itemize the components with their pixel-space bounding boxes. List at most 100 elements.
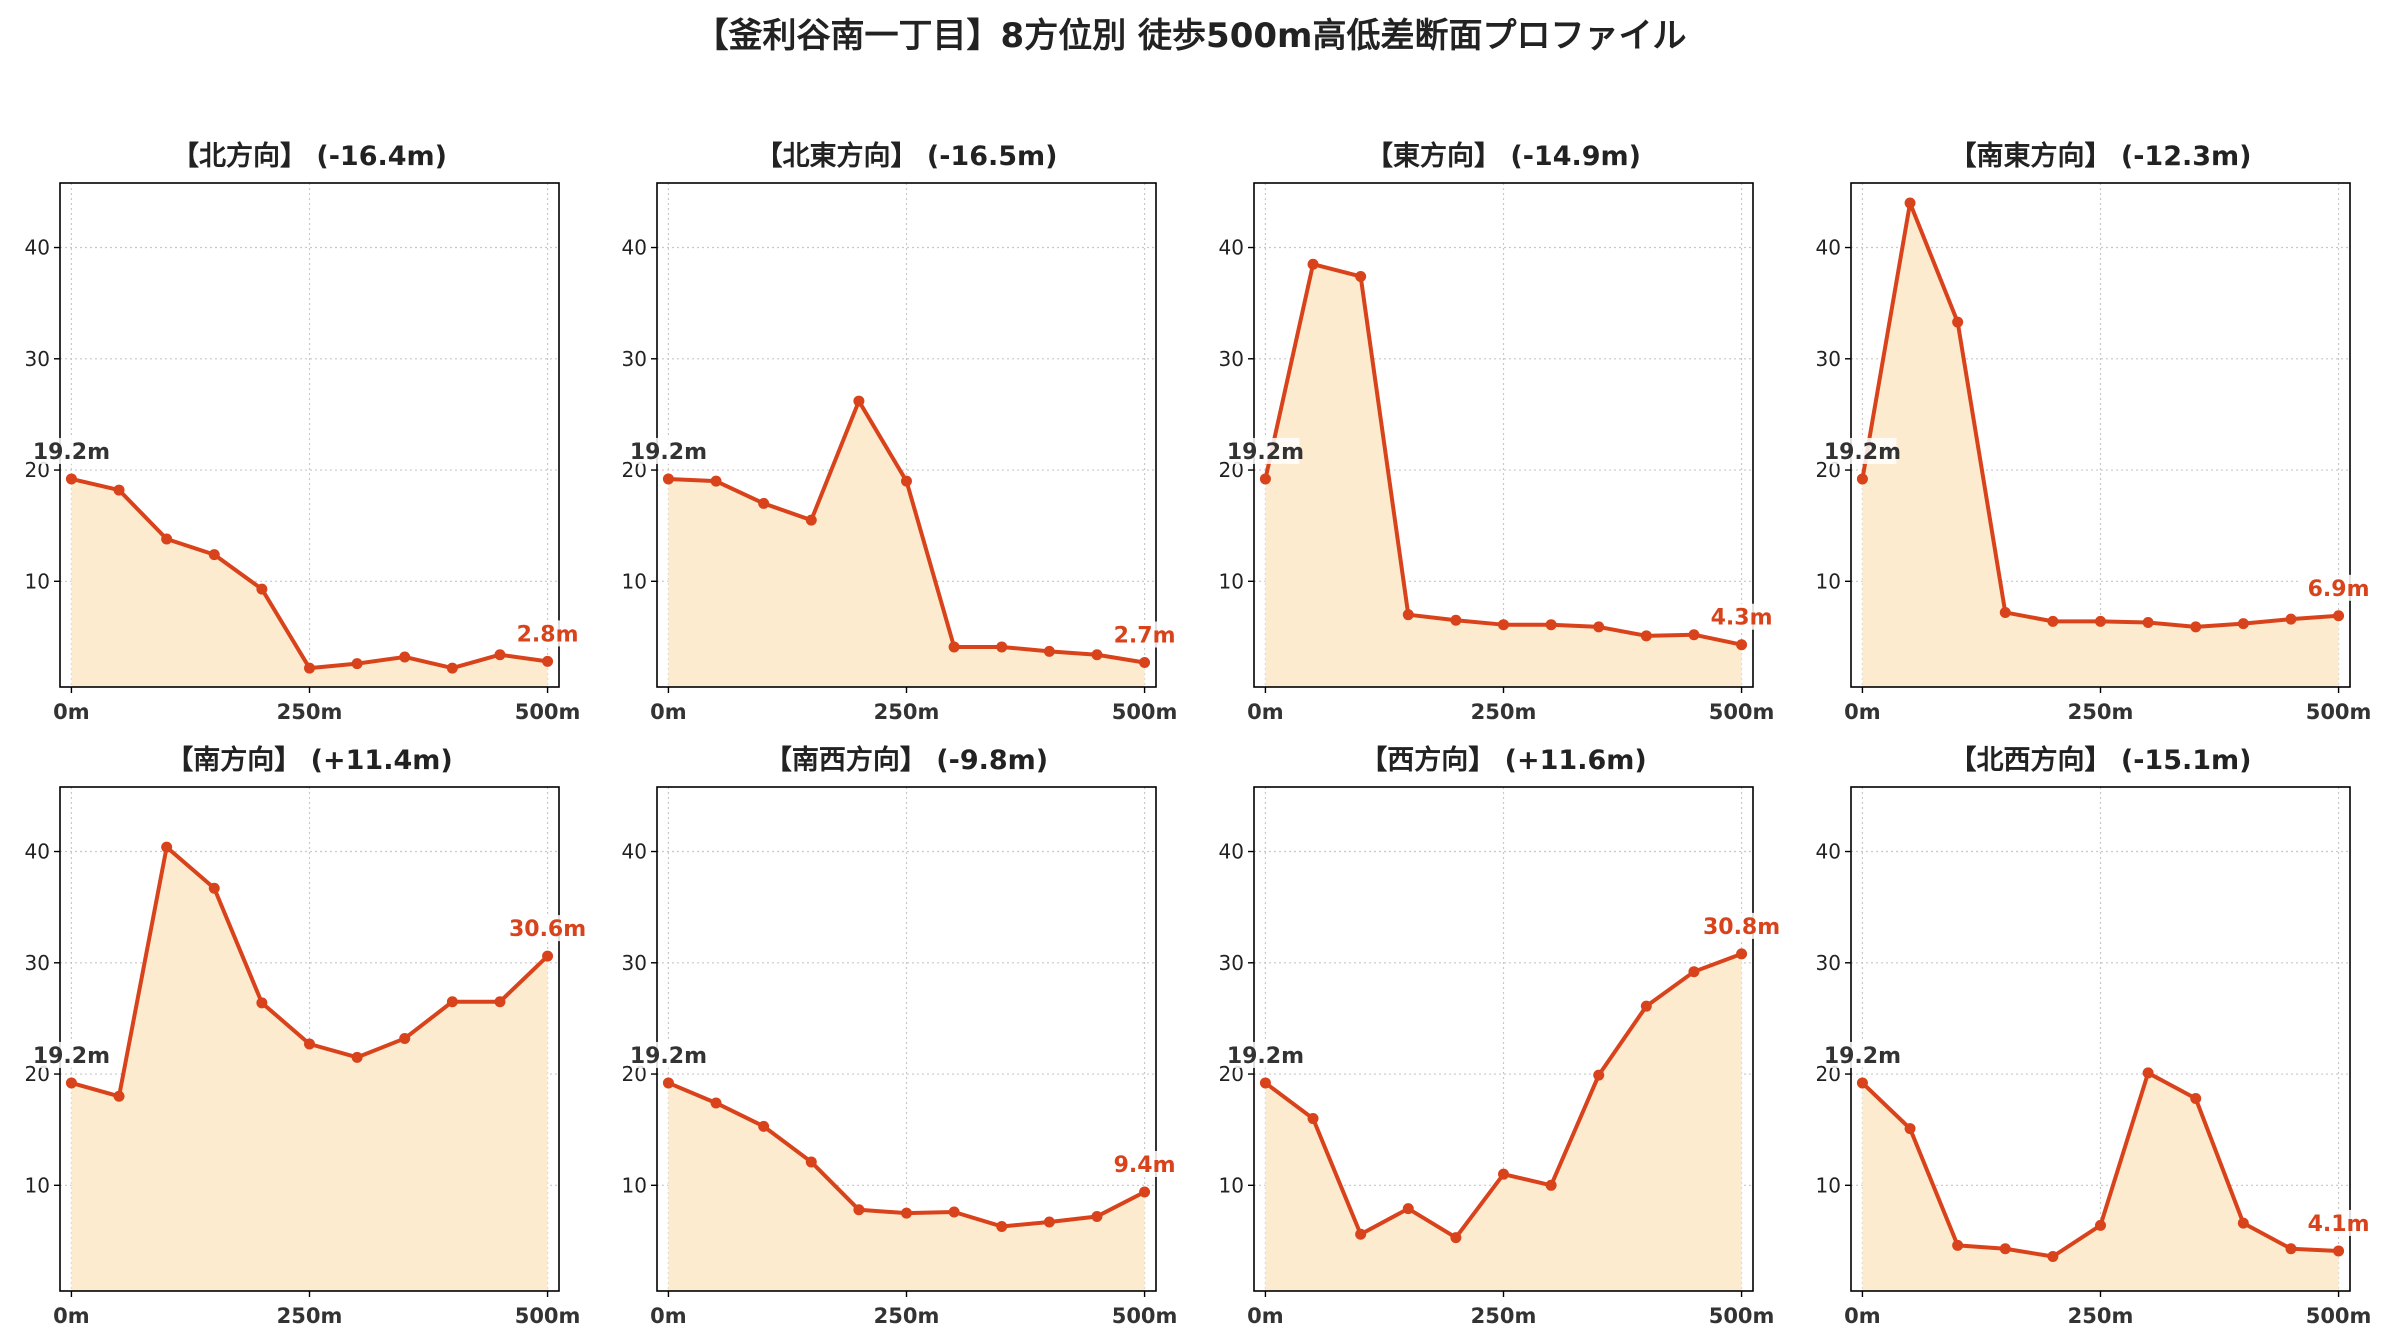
end-label-box [1104, 621, 1185, 648]
elevation-point [1498, 619, 1509, 631]
elevation-point [2095, 615, 2106, 627]
y-tick-label: 30 [622, 347, 647, 371]
y-tick-label: 40 [622, 236, 647, 260]
end-label-box [507, 915, 588, 942]
start-label-box [1828, 437, 1897, 464]
elevation-point [853, 1204, 865, 1216]
x-tick-label: 500m [515, 700, 581, 724]
panel-title: 【南西方向】 (-9.8m) [765, 744, 1048, 776]
panel-title: 【北西方向】 (-15.1m) [1949, 744, 2251, 776]
elevation-point [399, 651, 411, 663]
elevation-point [2142, 616, 2154, 628]
elevation-point [996, 1220, 1008, 1232]
elevation-point [2333, 610, 2345, 622]
end-elevation-label: 9.4m [1114, 1153, 1176, 1178]
elevation-point [351, 1051, 363, 1063]
elevation-point [710, 475, 722, 487]
end-elevation-label: 4.3m [1711, 606, 1773, 631]
x-tick-label: 500m [1709, 1304, 1775, 1328]
panel-title: 【東方向】 (-14.9m) [1366, 140, 1641, 172]
elevation-point [2190, 1093, 2202, 1105]
start-elevation-label: 19.2m [33, 440, 110, 465]
y-tick-label: 40 [1219, 840, 1244, 864]
elevation-point [948, 641, 960, 653]
elevation-area [668, 1082, 1145, 1291]
y-tick-label: 40 [622, 840, 647, 864]
end-elevation-label: 2.7m [1114, 624, 1176, 649]
end-label-box [1701, 912, 1782, 939]
elevation-point [758, 1120, 770, 1132]
panel-title: 【西方向】 (+11.6m) [1360, 744, 1646, 776]
x-tick-label: 250m [874, 1304, 940, 1328]
elevation-point [304, 1038, 315, 1050]
elevation-area [1862, 203, 2339, 687]
elevation-point [1450, 1232, 1462, 1244]
elevation-point [161, 533, 173, 545]
elevation-area [1265, 953, 1742, 1291]
elevation-point [2095, 1219, 2106, 1231]
start-label-box [1231, 437, 1300, 464]
elevation-area [1265, 264, 1742, 687]
elevation-point [161, 841, 173, 853]
elevation-point [1736, 639, 1748, 651]
x-tick-label: 250m [1471, 700, 1537, 724]
panel-title: 【南東方向】 (-12.3m) [1949, 140, 2251, 172]
end-elevation-label: 30.6m [509, 917, 586, 942]
y-tick-label: 10 [25, 1173, 50, 1197]
elevation-point [2047, 615, 2059, 627]
elevation-point [1640, 630, 1652, 642]
elevation-point [2237, 618, 2249, 630]
end-elevation-label: 6.9m [2308, 577, 2370, 602]
elevation-point [901, 1207, 912, 1219]
elevation-point [542, 655, 554, 667]
elevation-point [1736, 948, 1748, 960]
y-tick-label: 40 [25, 236, 50, 260]
y-tick-label: 30 [25, 347, 50, 371]
elevation-point [1139, 1186, 1151, 1198]
elevation-point [1952, 1239, 1964, 1251]
y-tick-label: 30 [622, 951, 647, 975]
panel-title: 【北方向】 (-16.4m) [172, 140, 447, 172]
end-elevation-label: 4.1m [2308, 1212, 2370, 1237]
elevation-point [65, 1077, 77, 1089]
elevation-point [494, 649, 506, 661]
elevation-point [446, 662, 458, 674]
start-elevation-label: 19.2m [630, 440, 707, 465]
start-label-box [1828, 1041, 1897, 1068]
start-elevation-label: 19.2m [1824, 1044, 1901, 1069]
elevation-point [1043, 645, 1055, 657]
elevation-point [2333, 1245, 2345, 1257]
elevation-point [805, 514, 817, 526]
y-tick-label: 40 [1816, 840, 1841, 864]
elevation-point [1402, 609, 1414, 621]
end-label-box [1104, 1150, 1185, 1177]
end-label-box [507, 620, 588, 647]
x-tick-label: 0m [53, 1304, 90, 1328]
y-tick-label: 30 [1219, 347, 1244, 371]
start-elevation-label: 19.2m [1227, 1044, 1304, 1069]
x-tick-label: 250m [2068, 700, 2134, 724]
x-tick-label: 250m [1471, 1304, 1537, 1328]
elevation-point [662, 1077, 674, 1089]
start-elevation-label: 19.2m [630, 1044, 707, 1069]
x-tick-label: 500m [2306, 1304, 2372, 1328]
x-tick-label: 0m [1247, 700, 1284, 724]
elevation-point [1688, 966, 1700, 978]
y-tick-label: 10 [622, 569, 647, 593]
x-tick-label: 250m [277, 1304, 343, 1328]
elevation-point [662, 473, 674, 485]
elevation-point [1259, 1077, 1271, 1089]
x-tick-label: 500m [1112, 700, 1178, 724]
elevation-point [2142, 1067, 2154, 1079]
panel-title: 【北東方向】 (-16.5m) [755, 140, 1057, 172]
elevation-point [1091, 1210, 1103, 1222]
y-tick-label: 30 [1219, 951, 1244, 975]
y-tick-label: 10 [622, 1173, 647, 1197]
panel-title: 【南方向】 (+11.4m) [166, 744, 452, 776]
elevation-point [1545, 1179, 1557, 1191]
elevation-point [2285, 613, 2297, 625]
elevation-point [758, 497, 770, 509]
